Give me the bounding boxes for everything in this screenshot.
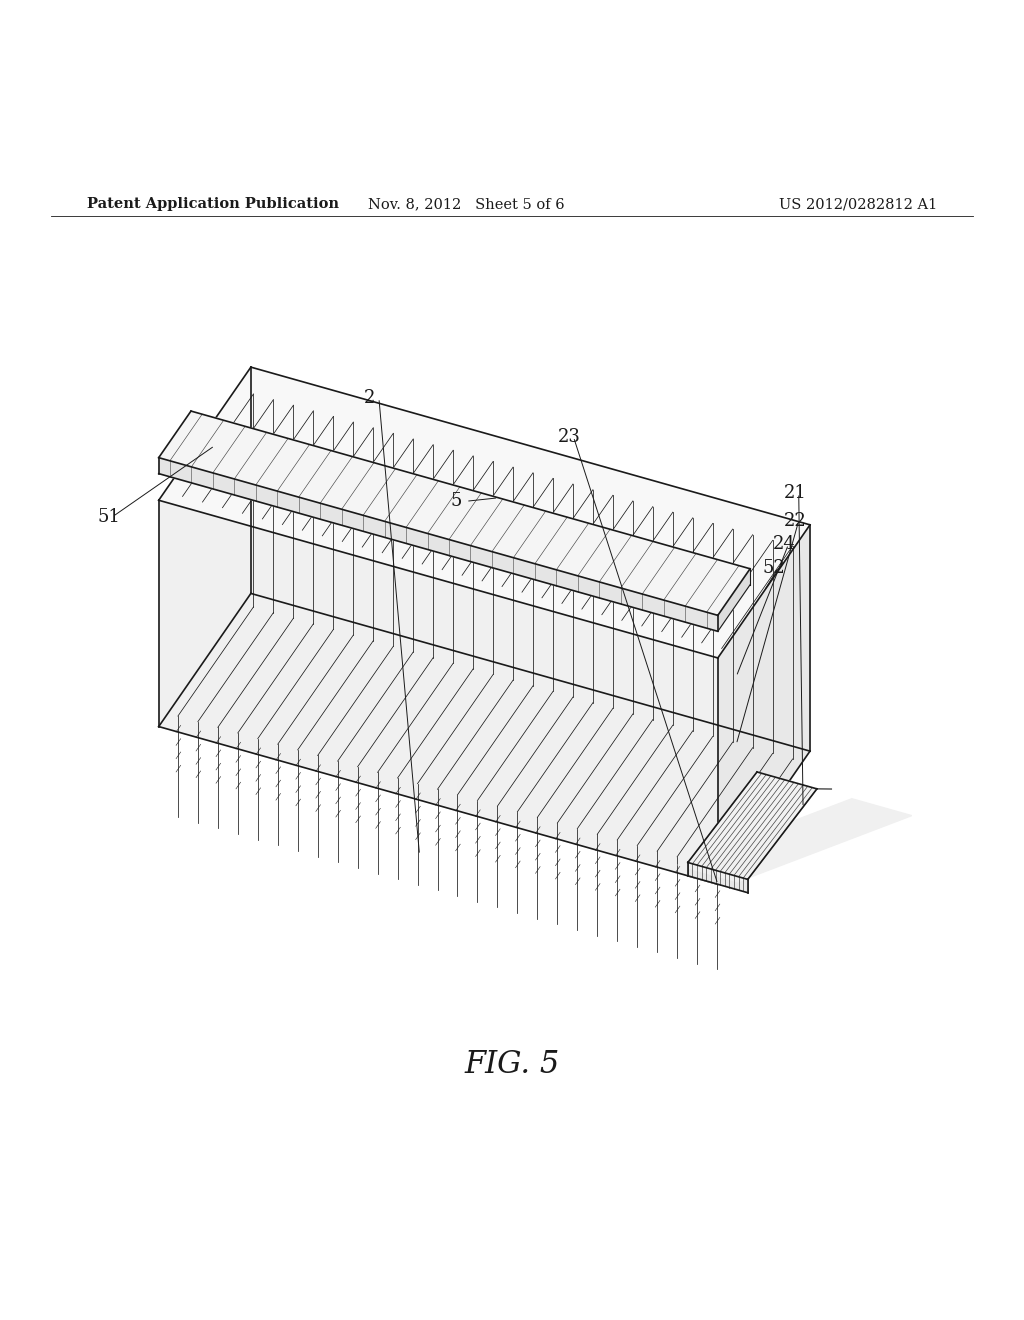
Text: 23: 23 <box>558 428 581 446</box>
Polygon shape <box>678 799 911 882</box>
Text: 21: 21 <box>783 484 806 502</box>
Polygon shape <box>159 500 718 884</box>
Text: US 2012/0282812 A1: US 2012/0282812 A1 <box>778 197 937 211</box>
Text: 22: 22 <box>783 512 806 529</box>
Text: Nov. 8, 2012   Sheet 5 of 6: Nov. 8, 2012 Sheet 5 of 6 <box>368 197 564 211</box>
Polygon shape <box>159 458 718 631</box>
Text: Patent Application Publication: Patent Application Publication <box>87 197 339 211</box>
Text: 2: 2 <box>364 389 375 407</box>
Polygon shape <box>688 772 817 879</box>
Text: 5: 5 <box>451 492 462 511</box>
Polygon shape <box>718 525 810 884</box>
Polygon shape <box>718 569 750 631</box>
Polygon shape <box>688 862 748 892</box>
Polygon shape <box>159 411 750 615</box>
Text: 52: 52 <box>763 558 785 577</box>
Text: 51: 51 <box>97 508 120 525</box>
Polygon shape <box>159 367 810 657</box>
Text: FIG. 5: FIG. 5 <box>464 1049 560 1080</box>
Text: 24: 24 <box>773 536 796 553</box>
